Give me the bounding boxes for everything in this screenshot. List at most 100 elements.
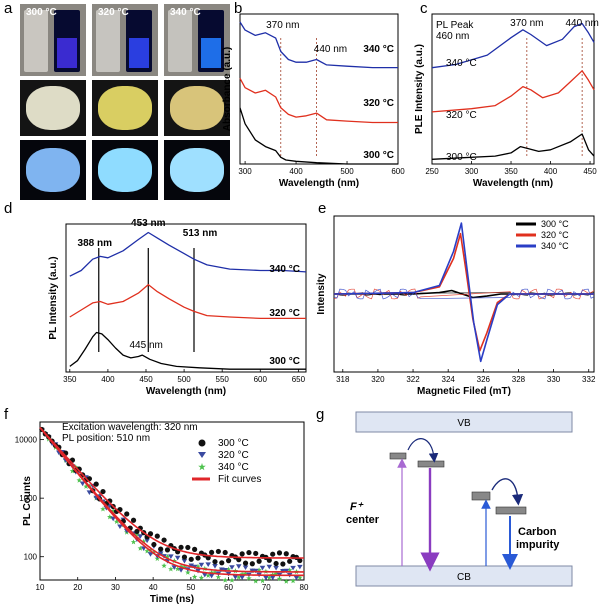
carbon-label-2: impurity [516,539,560,551]
data-point-320 [144,538,150,544]
annotation: 370 nm [510,18,543,29]
x-tick-label: 320 [371,375,385,384]
data-point-340 [191,574,198,580]
legend-label: Fit curves [218,474,261,485]
data-point-300 [253,550,259,557]
f-center-level-upper [389,452,407,460]
powder-pile-glow [26,148,80,192]
data-point-320 [242,565,249,571]
data-point-300 [192,546,198,553]
plot-frame-d [65,223,307,373]
x-tick-label: 318 [336,375,350,384]
plot-frame-f [39,421,305,581]
x-tick-label: 450 [139,375,153,384]
data-point-300 [161,537,167,543]
data-point-340 [76,477,82,483]
data-point-320 [181,558,188,564]
data-point-340 [130,539,137,545]
data-point-340 [83,483,89,489]
data-point-300 [178,544,184,550]
data-point-300 [181,554,188,560]
data-point-300 [297,557,303,564]
series-line-300 [334,289,594,299]
vial-glow [201,38,221,68]
series-label: 320 °C [363,98,394,109]
data-point-340 [266,574,273,580]
data-point-340 [141,538,147,544]
vial-glowing [54,10,80,72]
y-axis-label: PL Counts [22,476,33,526]
data-point-320 [235,564,242,569]
series-label: 340 °C [446,58,477,69]
note-line: 460 nm [436,31,469,42]
photo-column-320: 320 °C [92,4,158,200]
data-point-300 [154,533,160,539]
fit-curve [39,427,304,577]
data-point-320 [117,524,123,530]
data-point-300 [209,549,215,556]
data-point-320 [208,573,215,579]
data-point-320 [147,552,154,557]
powder-daylight-photo [92,80,158,136]
data-point-340 [181,564,188,570]
data-point-300 [188,556,194,562]
series-line-300 [431,133,595,160]
y-tick-label: 1000 [19,494,37,503]
data-point-320 [157,551,164,557]
data-point-320 [79,481,86,487]
series-line-320 [431,70,595,113]
legend-marker [198,439,206,447]
vial-glow [57,38,77,68]
panel-label-b: b [234,0,243,17]
valence-band [355,411,573,433]
series-label: 340 °C [269,264,300,275]
data-point-340 [161,562,167,569]
data-point-320 [232,575,239,580]
x-tick-label: 332 [582,375,596,384]
data-point-340 [273,570,279,577]
x-tick-label: 80 [300,583,309,592]
carbon-label-1: Carbon [518,526,557,538]
powder-uv-photo [164,140,230,200]
series-label: 320 °C [269,308,300,319]
f-center-level-lower [417,460,445,468]
data-point-340 [144,548,150,554]
x-tick-label: 550 [216,375,230,384]
note-line: Excitation wavelength: 320 nm [62,422,198,433]
series-line-340 [431,22,595,69]
x-tick-label: 70 [262,583,271,592]
data-point-340 [236,574,242,580]
legend-label: 340 °C [541,241,569,251]
data-point-320 [259,565,266,571]
data-point-300 [222,549,228,556]
powder-pile [170,86,224,130]
data-point-300 [164,547,171,553]
data-point-320 [188,563,195,569]
powder-pile-glow [98,148,152,192]
annotation: 513 nm [183,228,218,239]
powder-pile-glow [170,148,224,192]
x-tick-label: 350 [63,375,77,384]
data-point-340 [113,518,120,524]
annotation: 440 nm [314,44,347,55]
carbon-level-lower [495,506,527,515]
series-label: 340 °C [363,44,394,55]
data-point-300 [151,541,157,548]
data-point-320 [168,554,174,559]
legend-label: 320 °C [218,450,249,461]
data-point-320 [297,564,303,570]
data-point-340 [297,574,303,580]
data-point-340 [178,563,184,569]
panel-label-d: d [4,200,13,217]
data-point-320 [202,572,208,578]
data-point-300 [93,481,99,487]
x-tick-label: 300 [238,167,252,176]
series-line-320 [239,77,398,124]
data-point-340 [69,468,76,474]
fit-curve [39,426,304,559]
note-line: PL position: 510 nm [62,433,150,444]
x-tick-label: 400 [289,167,303,176]
data-point-340 [242,570,249,576]
temp-label: 300 °C [26,7,57,18]
data-point-340 [185,569,191,575]
